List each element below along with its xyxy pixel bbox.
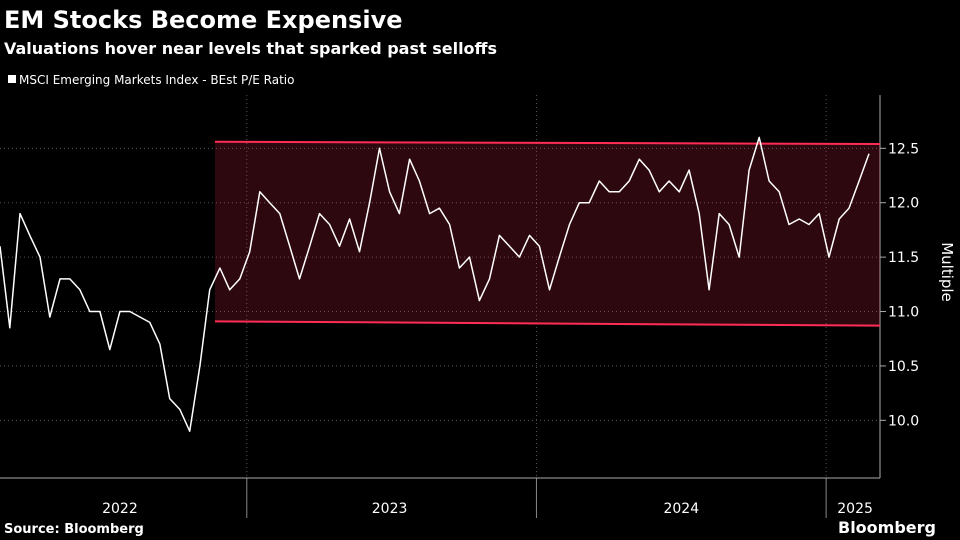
y-tick-label: 10.5 bbox=[888, 359, 919, 375]
chart-title: EM Stocks Become Expensive bbox=[4, 6, 402, 34]
x-tick-label: 2024 bbox=[663, 501, 699, 517]
y-tick-label: 12.0 bbox=[888, 196, 919, 212]
y-tick-label: 11.0 bbox=[888, 305, 919, 321]
x-tick-label: 2023 bbox=[372, 501, 408, 517]
channel-lower bbox=[214, 320, 881, 327]
y-tick-label: 12.5 bbox=[888, 141, 919, 157]
legend-label: MSCI Emerging Markets Index - BEst P/E R… bbox=[19, 73, 294, 87]
x-tick-label: 2025 bbox=[837, 501, 873, 517]
channel-upper bbox=[214, 140, 881, 145]
series-line bbox=[0, 136, 870, 432]
legend-swatch bbox=[8, 75, 16, 83]
x-tick-label: 2022 bbox=[102, 501, 138, 517]
source: Source: Bloomberg bbox=[4, 522, 144, 537]
y-axis-label: Multiple bbox=[938, 242, 956, 302]
channel-area bbox=[214, 141, 880, 326]
chart-subtitle: Valuations hover near levels that sparke… bbox=[4, 39, 497, 58]
brand: Bloomberg bbox=[838, 518, 936, 537]
y-tick-label: 11.5 bbox=[888, 250, 919, 266]
y-tick-label: 10.0 bbox=[888, 413, 919, 429]
